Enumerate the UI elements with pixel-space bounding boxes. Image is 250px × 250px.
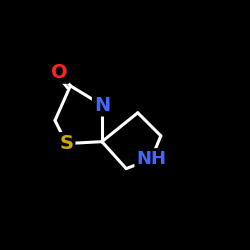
Text: O: O: [51, 63, 68, 82]
Text: S: S: [60, 134, 74, 153]
Text: NH: NH: [136, 150, 166, 168]
Text: N: N: [94, 96, 110, 114]
